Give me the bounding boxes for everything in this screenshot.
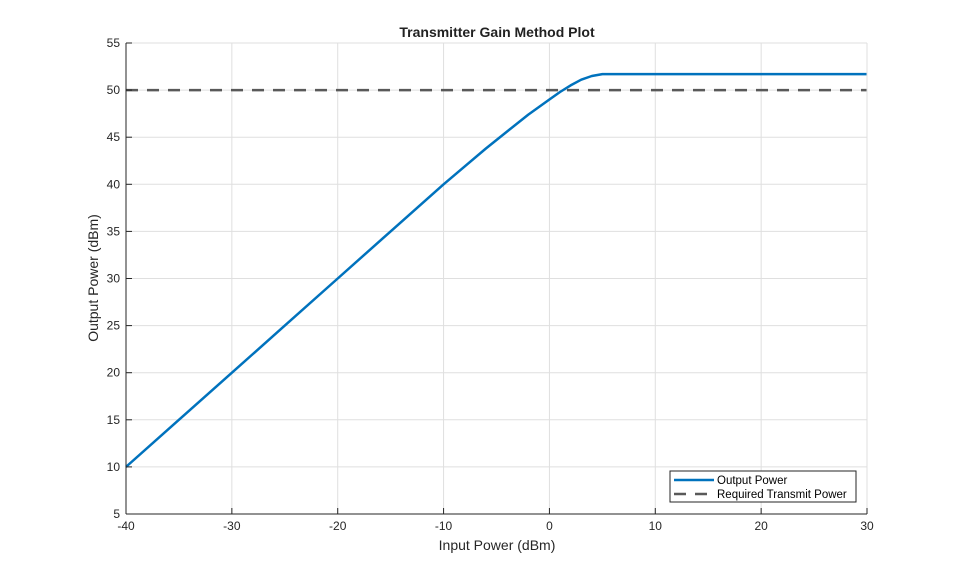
legend-box [669, 470, 857, 503]
x-tick-label: -40 [117, 519, 135, 533]
x-tick-label: -30 [223, 519, 241, 533]
legend: Output Power Required Transmit Power [669, 470, 857, 503]
y-tick-label: 30 [107, 272, 121, 286]
x-tick-label: 10 [649, 519, 663, 533]
y-tick-label: 15 [107, 413, 121, 427]
series-layer [125, 72, 867, 468]
y-tick-label: 25 [107, 319, 121, 333]
output-power-line [125, 72, 867, 468]
legend-entry: Required Transmit Power [717, 489, 847, 501]
y-tick-label: 45 [107, 130, 121, 144]
chart-title: Transmitter Gain Method Plot [399, 24, 595, 40]
y-tick-label: 5 [113, 507, 120, 521]
y-tick-label: 55 [107, 36, 121, 50]
y-tick-label: 10 [107, 460, 121, 474]
x-tick-label: 30 [860, 519, 874, 533]
axes: -40 -30 -20 -10 0 10 20 30 5 10 15 20 25 30 35 40 45 50 55 [107, 36, 874, 533]
y-tick-label: 50 [107, 83, 121, 97]
y-tick-label: 40 [107, 177, 121, 191]
x-tick-label: 20 [754, 519, 768, 533]
y-axis-label: Output Power (dBm) [85, 214, 101, 342]
grid-lines [125, 42, 868, 515]
legend-entry: Output Power [717, 475, 787, 487]
x-tick-label: -10 [435, 519, 453, 533]
x-tick-label: 0 [546, 519, 553, 533]
x-axis-label: Input Power (dBm) [439, 537, 556, 553]
y-tick-label: 35 [107, 224, 121, 238]
x-tick-label: -20 [329, 519, 347, 533]
y-tick-label: 20 [107, 366, 121, 380]
